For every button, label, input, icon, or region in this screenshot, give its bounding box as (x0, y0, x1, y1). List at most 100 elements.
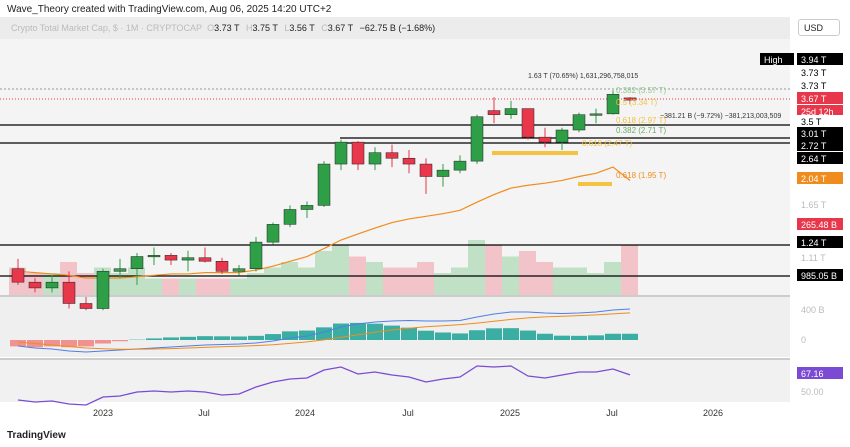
volume-bar (366, 262, 383, 295)
candle-body (11, 268, 25, 283)
volume-bar (604, 262, 621, 295)
macd-line (17, 308, 631, 353)
volume-bar (621, 245, 638, 295)
candle-body (130, 256, 144, 269)
volume-bar (468, 240, 485, 295)
macd-histogram-bar (112, 340, 128, 342)
candle-body (589, 113, 603, 116)
candle-body (368, 152, 382, 165)
price-label: 67.16 (801, 369, 824, 379)
symbol-name[interactable]: Crypto Total Market Cap, $ · 1M · CRYPTO… (11, 23, 203, 33)
macd-histogram-bar (469, 330, 485, 340)
price-label: 400 B (801, 305, 825, 315)
x-tick-label: Jul (606, 408, 618, 418)
price-label: 0 (801, 335, 806, 345)
fib-band (578, 182, 612, 186)
price-label: 265.48 B (801, 220, 837, 230)
macd-histogram-bar (401, 327, 417, 340)
macd-histogram-bar (452, 333, 468, 340)
change-value: −62.75 B (−1.68%) (359, 23, 436, 33)
fib-label: 0.618 (1.95 T) (616, 171, 666, 180)
volume-bar (230, 278, 247, 295)
price-label: 3.67 T (801, 94, 827, 104)
x-tick-label: 2024 (295, 408, 315, 418)
open-label: O (207, 23, 215, 33)
price-label: 985.05 B (801, 271, 837, 281)
candle-body (487, 110, 501, 115)
x-tick-label: Jul (402, 408, 414, 418)
price-label: 3.73 T (801, 68, 827, 78)
candle-body (521, 108, 535, 138)
price-label: 2.72 T (801, 141, 827, 151)
price-chart[interactable]: 1.63 T (70.65%) 1,631,296,758,015 −381.21… (0, 0, 850, 430)
candle-body (334, 141, 348, 165)
candle-body (504, 108, 518, 115)
fib-label: 0.618 (2.97 T) (616, 116, 666, 125)
candle-body (538, 136, 552, 143)
volume-bar (587, 273, 604, 295)
candle-body (351, 141, 365, 165)
volume-bar (247, 273, 264, 295)
currency-button[interactable]: USD (798, 19, 840, 36)
close-value: 3.67 T (327, 23, 354, 33)
candle-body (402, 157, 416, 165)
price-label-box (797, 92, 843, 104)
macd-histogram-bar (605, 333, 621, 340)
candle-body (572, 114, 586, 131)
high-value: 3.75 T (252, 23, 278, 33)
signal-line (17, 312, 631, 350)
price-label: 3.01 T (801, 129, 827, 139)
candle-body (147, 255, 161, 258)
candle-body (623, 97, 637, 101)
macd-histogram-bar (231, 336, 247, 340)
x-tick-label: 2025 (500, 408, 520, 418)
candle-body (45, 281, 59, 289)
macd-histogram-bar (78, 340, 94, 347)
price-label-box (760, 53, 794, 65)
volume-bar (298, 267, 315, 295)
price-label: High (764, 55, 783, 65)
candle-body (436, 169, 450, 177)
macd-histogram-bar (537, 333, 553, 340)
macd-histogram-bar (214, 336, 230, 340)
candle-body (215, 261, 229, 272)
x-tick-label: 2026 (703, 408, 723, 418)
candle-body (300, 205, 314, 210)
price-label-box (797, 367, 843, 379)
macd-histogram-bar (588, 335, 604, 340)
price-label-box (797, 79, 843, 91)
x-tick-label: 2023 (93, 408, 113, 418)
macd-histogram-bar (486, 328, 502, 340)
macd-histogram-bar (622, 333, 638, 340)
candle-body (249, 241, 263, 269)
price-label-box (797, 115, 843, 127)
volume-bar (332, 245, 349, 295)
volume-bar (383, 267, 400, 295)
volume-bar (485, 245, 502, 295)
price-label: 1.24 T (801, 238, 827, 248)
volume-bar (315, 251, 332, 295)
open-value: 3.73 T (214, 23, 240, 33)
macd-histogram-bar (282, 331, 298, 340)
price-label-box (797, 269, 843, 281)
price-label-box (797, 172, 843, 184)
macd-histogram-bar (248, 335, 264, 340)
candle-body (385, 152, 399, 159)
macd-histogram-bar (554, 335, 570, 340)
macd-histogram-bar (180, 336, 196, 340)
price-label-box (797, 236, 843, 248)
x-tick-label: Jul (198, 408, 210, 418)
candle-body (79, 303, 93, 309)
macd-histogram-bar (503, 328, 519, 340)
tradingview-logo: TradingView (7, 430, 66, 441)
price-label: 2.64 T (801, 154, 827, 164)
volume-bar (570, 267, 587, 295)
macd-histogram-bar (61, 340, 77, 348)
candle-body (470, 116, 484, 162)
macd-histogram-bar (44, 340, 60, 347)
price-pane (0, 39, 790, 295)
candle-body (113, 268, 127, 272)
price-label-box (797, 127, 843, 139)
volume-bar (451, 267, 468, 295)
fib-label: 0.5 (3.34 T) (616, 98, 658, 107)
